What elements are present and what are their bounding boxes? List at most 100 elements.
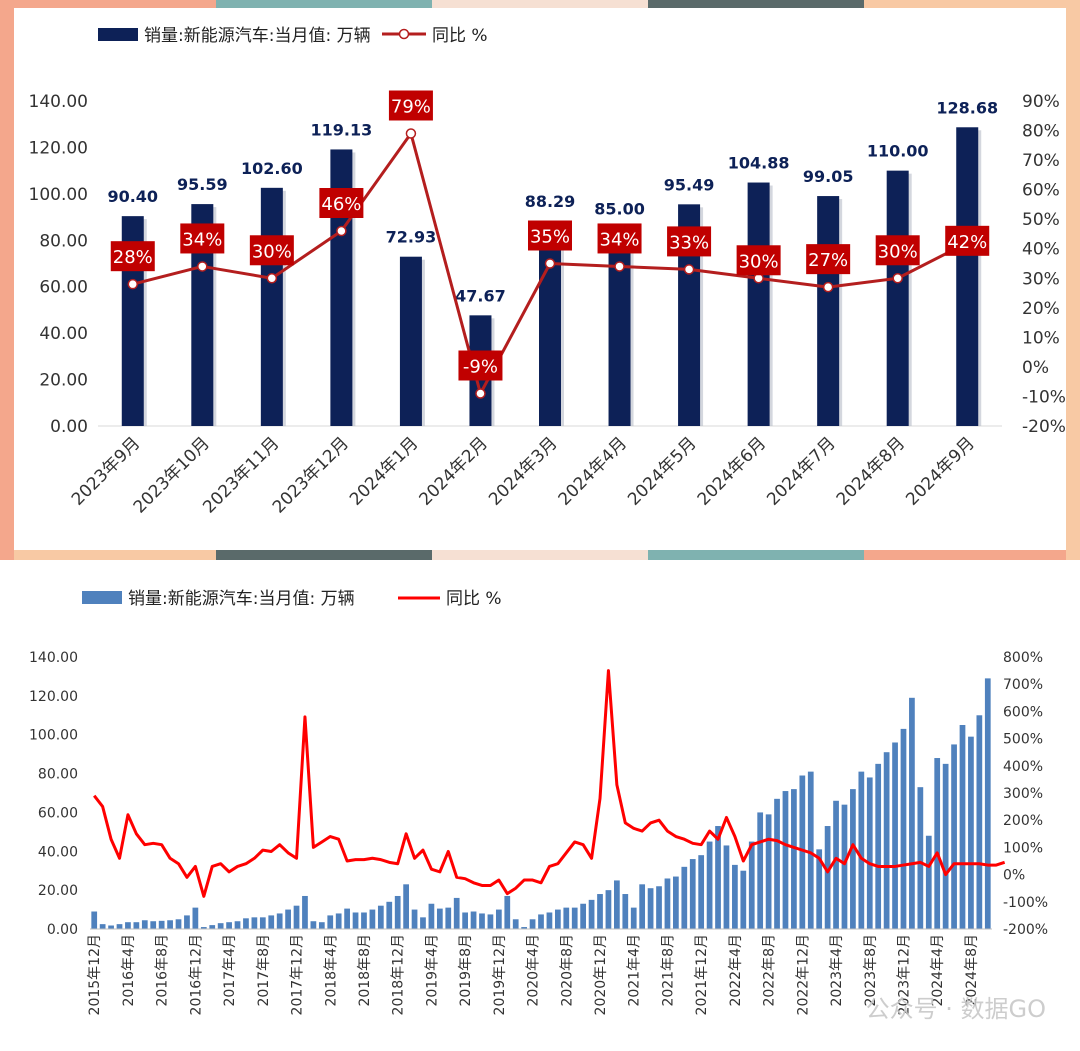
bar	[445, 907, 452, 929]
right-tick-label: 30%	[1022, 269, 1060, 289]
right-tick-label: 10%	[1022, 328, 1060, 348]
bar	[209, 925, 216, 929]
bar	[310, 921, 317, 929]
bar	[243, 918, 249, 929]
right-tick-label: 90%	[1022, 92, 1060, 112]
yoy-point-marker	[266, 273, 278, 284]
bar	[259, 917, 266, 929]
bar	[521, 927, 528, 929]
left-tick-label: 80.00	[38, 767, 78, 783]
legend-bar-swatch	[98, 28, 138, 41]
bar	[841, 804, 848, 929]
left-tick-label: 120.00	[29, 138, 88, 158]
frame-top-segment	[432, 0, 649, 8]
x-tick-label: 2015年12月	[87, 934, 103, 1015]
yoy-label-box	[736, 245, 781, 276]
bar	[470, 911, 477, 929]
bar	[133, 922, 140, 929]
bar	[984, 678, 991, 929]
x-tick-label: 2018年12月	[391, 934, 407, 1015]
right-tick-label: 400%	[1003, 759, 1043, 775]
right-tick-label: 100%	[1003, 840, 1043, 856]
bar	[968, 736, 974, 929]
x-tick-label: 2019年8月	[458, 934, 474, 1007]
bar	[436, 908, 443, 929]
x-tick-label: 2016年4月	[121, 934, 137, 1007]
bar	[192, 907, 199, 929]
right-tick-label: 80%	[1022, 122, 1060, 142]
bar	[330, 149, 353, 426]
bar	[184, 915, 190, 929]
yoy-value-label: 30%	[878, 241, 918, 262]
left-axis-ticks: 0.00 20.00 40.00 60.00 80.00 100.00 120.00 140.…	[29, 650, 78, 938]
legend-line-marker	[398, 28, 410, 40]
bar	[453, 897, 460, 929]
bar	[479, 913, 485, 929]
bar	[150, 921, 157, 929]
yoy-value-label: 27%	[808, 250, 848, 271]
yoy-value-label: 42%	[947, 232, 987, 253]
bar	[774, 798, 780, 929]
left-axis-ticks: 0.00 20.00 40.00 60.00 80.00 100.00 120.00 140.…	[29, 92, 88, 437]
bar	[681, 866, 688, 929]
x-tick-label: 2020年12月	[593, 934, 609, 1015]
bar-series	[91, 678, 991, 929]
bar	[352, 912, 359, 929]
bar	[386, 901, 393, 929]
bar	[817, 196, 840, 426]
yoy-value-label: 35%	[530, 227, 570, 248]
bar	[824, 826, 831, 929]
bar	[664, 878, 671, 929]
bar	[538, 914, 544, 929]
frame-bottom-segment	[216, 550, 433, 560]
frame-bottom-segment	[432, 550, 649, 560]
x-tick-label: 2017年4月	[222, 934, 238, 1007]
bar	[605, 890, 612, 929]
bar	[276, 913, 283, 929]
chart-frame-border	[0, 0, 1080, 560]
bar	[706, 841, 713, 929]
yoy-point-marker	[544, 258, 556, 269]
yoy-label-box	[180, 223, 225, 254]
frame-top-segment	[0, 0, 217, 8]
left-tick-label: 100.00	[29, 728, 78, 744]
bar	[917, 787, 924, 929]
right-tick-label: 700%	[1003, 677, 1043, 693]
right-tick-label: 0%	[1003, 868, 1025, 884]
bar	[791, 789, 797, 929]
bar	[597, 894, 603, 929]
frame-left-edge	[0, 0, 14, 560]
bar	[782, 791, 789, 929]
frame-bottom-segment	[864, 550, 1080, 560]
x-tick-label: 2024年8月	[964, 934, 980, 1007]
bar	[251, 917, 258, 929]
bar	[816, 849, 823, 929]
x-tick-label: 2017年8月	[256, 934, 272, 1007]
left-tick-label: 140.00	[29, 92, 88, 112]
bar	[614, 880, 620, 929]
bar	[740, 870, 747, 929]
bar	[344, 908, 350, 929]
bar	[747, 182, 770, 426]
yoy-label-box	[110, 241, 155, 272]
bar	[318, 922, 325, 929]
x-tick-label: 2019年4月	[424, 934, 440, 1007]
bar	[909, 697, 915, 929]
yoy-label-box	[875, 235, 920, 266]
right-axis-ticks: -20% -10% 0% 10% 20% 30% 40% 50% 60% 70% 80% 90%	[1022, 92, 1066, 437]
bar	[369, 909, 376, 929]
yoy-point-marker	[336, 225, 347, 237]
left-tick-label: 60.00	[39, 278, 88, 298]
yoy-label-box	[319, 188, 364, 218]
right-tick-label: -200%	[1003, 922, 1048, 938]
bar	[200, 927, 207, 929]
bar	[158, 920, 165, 929]
bar-value-label: 102.60	[241, 159, 303, 178]
yoy-value-label: 28%	[113, 247, 153, 268]
top-chart-panel: 销量:新能源汽车:当月值: 万辆 同比 % 0.00 20.00 40.00 60.0…	[0, 0, 1080, 560]
x-tick-label: 2023年4月	[829, 934, 845, 1007]
x-tick-label: 2020年4月	[526, 934, 542, 1007]
bar-value-label: 72.93	[386, 228, 437, 247]
bar-value-label: 119.13	[311, 120, 373, 139]
x-tick-label: 2016年8月	[155, 934, 171, 1007]
